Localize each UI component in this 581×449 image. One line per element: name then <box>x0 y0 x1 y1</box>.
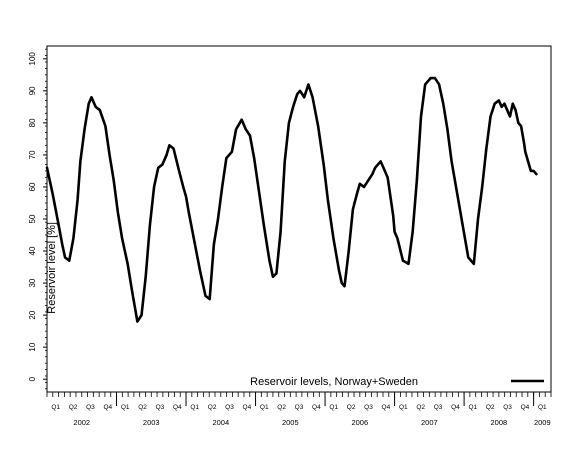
x-quarter-label: Q3 <box>156 404 165 411</box>
x-quarter-label: Q3 <box>225 404 234 411</box>
x-quarter-label: Q1 <box>538 404 547 411</box>
x-quarter-label: Q3 <box>434 404 443 411</box>
x-quarter-label: Q2 <box>486 404 495 411</box>
x-quarter-label: Q2 <box>416 404 425 411</box>
x-year-label: 2005 <box>282 418 299 427</box>
x-ticks: Q1 Q2 Q3 Q4 Q1 Q2 Q3 Q4 Q1 Q2 Q3 Q4 Q1 Q2 Q3 Q4 Q1 Q2 Q3 Q4… <box>46 392 552 427</box>
y-tick-label: 40 <box>28 246 37 255</box>
axes <box>46 45 552 393</box>
y-tick-label: 90 <box>28 86 37 95</box>
y-tick-label: 80 <box>28 118 37 127</box>
y-tick-label: 10 <box>28 342 37 351</box>
x-quarter-label: Q3 <box>86 404 95 411</box>
x-quarter-label: Q1 <box>190 404 199 411</box>
y-tick-label: 50 <box>28 214 37 223</box>
series-line-reservoir-levels <box>45 76 538 323</box>
x-quarter-label: Q4 <box>103 404 112 411</box>
x-quarter-label: Q3 <box>503 404 512 411</box>
x-quarter-label: Q4 <box>521 404 530 411</box>
x-quarter-label: Q1 <box>399 404 408 411</box>
y-ticks: 0 10 20 30 40 50 60 70 80 90 100 <box>28 48 47 390</box>
x-quarter-label: Q4 <box>382 404 391 411</box>
x-year-label: 2009 <box>534 418 551 427</box>
x-quarter-label: Q4 <box>312 404 321 411</box>
x-year-label: 2008 <box>491 418 508 427</box>
y-tick-label: 20 <box>28 310 37 319</box>
legend: Reservoir levels, Norway+Sweden <box>250 376 544 388</box>
x-quarter-label: Q1 <box>51 404 60 411</box>
x-quarter-label: Q2 <box>69 404 78 411</box>
y-tick-label: 0 <box>28 376 37 381</box>
x-year-label: 2006 <box>351 418 368 427</box>
plot-frame <box>46 45 552 393</box>
x-quarter-label: Q3 <box>295 404 304 411</box>
y-tick-label: 60 <box>28 182 37 191</box>
y-axis-label: Reservoir level [%] <box>45 222 58 314</box>
x-year-label: 2004 <box>212 418 229 427</box>
x-quarter-label: Q2 <box>208 404 217 411</box>
x-year-label: 2007 <box>421 418 438 427</box>
x-quarter-label: Q4 <box>243 404 252 411</box>
x-quarter-label: Q4 <box>173 404 182 411</box>
x-quarter-label: Q2 <box>347 404 356 411</box>
x-quarter-label: Q2 <box>277 404 286 411</box>
y-tick-label: 70 <box>28 150 37 159</box>
x-quarter-label: Q1 <box>260 404 269 411</box>
x-quarter-label: Q4 <box>451 404 460 411</box>
x-year-label: 2003 <box>143 418 160 427</box>
x-quarter-label: Q1 <box>468 404 477 411</box>
legend-label: Reservoir levels, Norway+Sweden <box>250 376 418 388</box>
x-quarter-label: Q1 <box>121 404 130 411</box>
y-tick-label: 100 <box>28 52 37 66</box>
x-year-label: 2002 <box>73 418 90 427</box>
x-quarter-label: Q1 <box>329 404 338 411</box>
x-quarter-label: Q3 <box>364 404 373 411</box>
y-tick-label: 30 <box>28 278 37 287</box>
x-quarter-label: Q2 <box>138 404 147 411</box>
